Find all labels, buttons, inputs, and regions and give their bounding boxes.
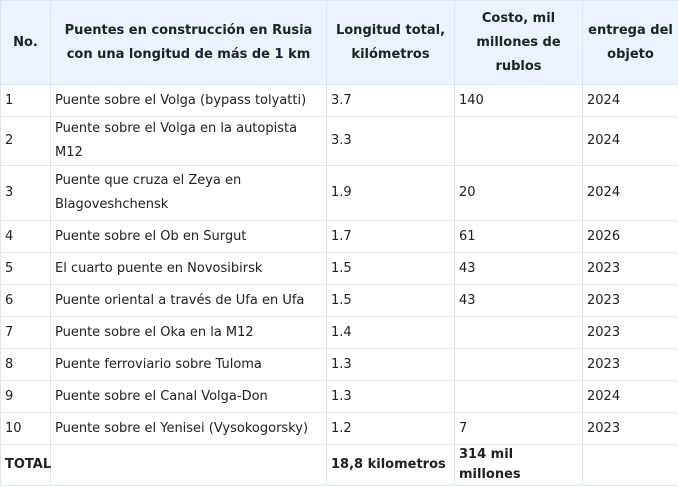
- cell-delivery: 2026: [583, 221, 678, 253]
- cell-length: 1.7: [327, 221, 455, 253]
- total-length: 18,8 kilometros: [327, 445, 455, 486]
- table-row: 3 Puente que cruza el Zeya en Blagoveshc…: [1, 166, 678, 221]
- cell-bridge-name: Puente ferroviario sobre Tuloma: [51, 349, 327, 381]
- cell-bridge-name: Puente sobre el Volga en la autopista M1…: [51, 117, 327, 166]
- cell-cost: 20: [455, 166, 583, 221]
- cell-cost: 140: [455, 85, 583, 117]
- table-row: 10 Puente sobre el Yenisei (Vysokogorsky…: [1, 413, 678, 445]
- total-empty-cell: [51, 445, 327, 486]
- cell-delivery: 2023: [583, 413, 678, 445]
- cell-cost: 43: [455, 253, 583, 285]
- cell-delivery: 2023: [583, 253, 678, 285]
- header-number: No.: [1, 1, 51, 85]
- cell-delivery: 2023: [583, 285, 678, 317]
- cell-length: 1.2: [327, 413, 455, 445]
- header-delivery: entrega del objeto: [583, 1, 678, 85]
- total-row: TOTAL 18,8 kilometros 314 mil millones: [1, 445, 678, 486]
- cell-cost: [455, 381, 583, 413]
- cell-cost: 43: [455, 285, 583, 317]
- table-row: 9 Puente sobre el Canal Volga-Don 1.3 20…: [1, 381, 678, 413]
- cell-delivery: 2024: [583, 117, 678, 166]
- cell-number: 3: [1, 166, 51, 221]
- table-row: 7 Puente sobre el Oka en la M12 1.4 2023: [1, 317, 678, 349]
- total-label: TOTAL: [1, 445, 51, 486]
- cell-delivery: 2024: [583, 85, 678, 117]
- table-row: 8 Puente ferroviario sobre Tuloma 1.3 20…: [1, 349, 678, 381]
- cell-length: 1.4: [327, 317, 455, 349]
- header-length: Longitud total, kilómetros: [327, 1, 455, 85]
- cell-number: 6: [1, 285, 51, 317]
- cell-cost: [455, 349, 583, 381]
- cell-number: 10: [1, 413, 51, 445]
- cell-length: 3.7: [327, 85, 455, 117]
- cell-length: 3.3: [327, 117, 455, 166]
- table-row: 2 Puente sobre el Volga en la autopista …: [1, 117, 678, 166]
- cell-delivery: 2024: [583, 166, 678, 221]
- cell-length: 1.3: [327, 381, 455, 413]
- total-empty-cell: [583, 445, 678, 486]
- cell-bridge-name: Puente sobre el Volga (bypass tolyatti): [51, 85, 327, 117]
- cell-length: 1.3: [327, 349, 455, 381]
- table-row: 5 El cuarto puente en Novosibirsk 1.5 43…: [1, 253, 678, 285]
- cell-cost: 7: [455, 413, 583, 445]
- cell-cost: [455, 317, 583, 349]
- cell-cost: 61: [455, 221, 583, 253]
- cell-length: 1.5: [327, 285, 455, 317]
- header-cost: Costo, mil millones de rublos: [455, 1, 583, 85]
- cell-bridge-name: Puente sobre el Ob en Surgut: [51, 221, 327, 253]
- cell-bridge-name: Puente sobre el Yenisei (Vysokogorsky): [51, 413, 327, 445]
- cell-cost: [455, 117, 583, 166]
- header-row: No. Puentes en construcción en Rusia con…: [1, 1, 678, 85]
- cell-number: 8: [1, 349, 51, 381]
- cell-delivery: 2024: [583, 381, 678, 413]
- cell-number: 5: [1, 253, 51, 285]
- cell-delivery: 2023: [583, 317, 678, 349]
- table-row: 4 Puente sobre el Ob en Surgut 1.7 61 20…: [1, 221, 678, 253]
- cell-bridge-name: El cuarto puente en Novosibirsk: [51, 253, 327, 285]
- cell-number: 4: [1, 221, 51, 253]
- table-row: 1 Puente sobre el Volga (bypass tolyatti…: [1, 85, 678, 117]
- cell-number: 2: [1, 117, 51, 166]
- cell-length: 1.5: [327, 253, 455, 285]
- cell-number: 7: [1, 317, 51, 349]
- header-bridge-name: Puentes en construcción en Rusia con una…: [51, 1, 327, 85]
- cell-bridge-name: Puente que cruza el Zeya en Blagoveshche…: [51, 166, 327, 221]
- table-row: 6 Puente oriental a través de Ufa en Ufa…: [1, 285, 678, 317]
- total-cost: 314 mil millones: [455, 445, 583, 486]
- cell-bridge-name: Puente sobre el Canal Volga-Don: [51, 381, 327, 413]
- cell-bridge-name: Puente sobre el Oka en la M12: [51, 317, 327, 349]
- cell-length: 1.9: [327, 166, 455, 221]
- cell-number: 9: [1, 381, 51, 413]
- cell-number: 1: [1, 85, 51, 117]
- cell-delivery: 2023: [583, 349, 678, 381]
- cell-bridge-name: Puente oriental a través de Ufa en Ufa: [51, 285, 327, 317]
